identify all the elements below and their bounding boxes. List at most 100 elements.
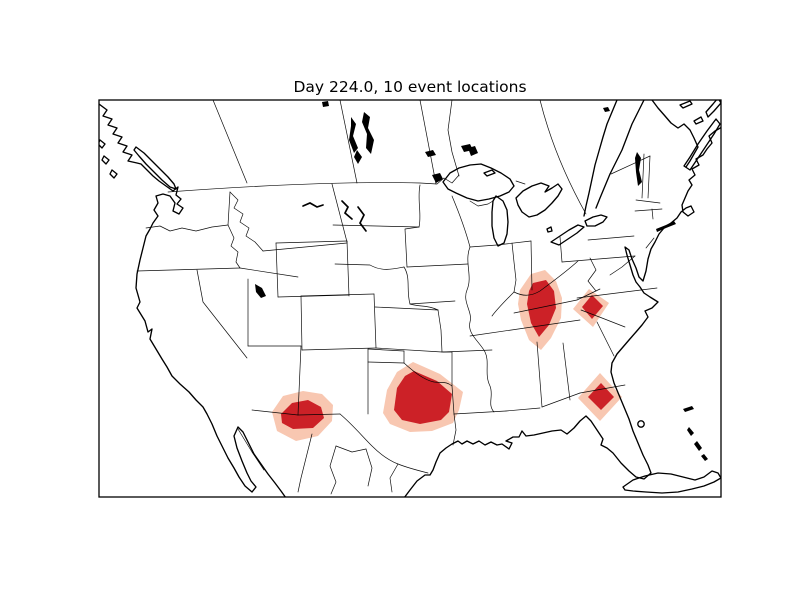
small-lakes-layer-shape [354, 150, 362, 164]
coastline-layer-shape [483, 169, 496, 177]
state-borders-layer-shape [559, 236, 563, 263]
state-borders-layer-shape [469, 244, 498, 248]
small-lakes-layer-shape [432, 173, 443, 183]
state-borders-layer-shape [513, 299, 578, 314]
state-borders-layer-shape [339, 100, 358, 184]
chart-title: Day 224.0, 10 event locations [293, 78, 526, 96]
state-borders-layer-shape [227, 191, 231, 226]
coastline-layer-shape [403, 126, 721, 497]
coastline-layer-shape [651, 100, 699, 168]
small-lakes-layer-shape [362, 112, 374, 154]
state-borders-layer-shape [297, 433, 313, 493]
coastline-layer-shape [515, 182, 563, 218]
state-borders-layer-shape [587, 257, 597, 292]
state-borders-layer-shape [297, 413, 341, 416]
state-borders-layer-shape [239, 267, 299, 278]
state-borders-layer-shape [374, 306, 439, 311]
river-squiggles-layer-shape [341, 200, 353, 220]
map-frame [98, 99, 722, 498]
state-borders-layer [136, 100, 663, 495]
event-region-core [527, 280, 556, 337]
coastline-layer-shape [679, 100, 693, 109]
state-borders-layer-shape [647, 155, 651, 199]
river-squiggles-layer [302, 200, 367, 232]
state-borders-layer-shape [373, 293, 377, 349]
state-borders-layer-shape [641, 153, 645, 199]
state-borders-layer-shape [403, 266, 411, 305]
state-borders-layer-shape [634, 208, 663, 212]
coastline-layer-shape [595, 100, 645, 209]
map-layers [99, 100, 721, 497]
event-region-core [582, 295, 603, 319]
coastline-layer-shape [583, 100, 618, 217]
state-borders-layer-shape [375, 347, 443, 353]
state-borders-layer-shape [300, 293, 375, 297]
state-borders-layer-shape [237, 428, 265, 471]
state-borders-layer-shape [262, 242, 348, 252]
state-borders-layer-shape [511, 242, 517, 293]
state-borders-layer-shape [145, 224, 229, 232]
state-borders-layer-shape [300, 295, 303, 351]
state-borders-layer-shape [452, 413, 457, 446]
state-borders-layer-shape [404, 226, 420, 268]
state-borders-layer-shape [406, 263, 469, 268]
state-borders-layer-shape [587, 235, 635, 241]
state-borders-layer-shape [418, 184, 421, 228]
state-borders-layer-shape [339, 413, 429, 474]
state-borders-layer-shape [635, 199, 661, 204]
coastline-layer-shape [101, 155, 110, 165]
small-lakes-layer-shape [603, 107, 610, 112]
state-borders-layer-shape [465, 246, 495, 413]
state-borders-layer-shape [451, 351, 455, 415]
state-borders-layer-shape [596, 321, 615, 357]
state-borders-layer-shape [331, 183, 348, 243]
state-borders-layer-shape [346, 240, 350, 297]
state-borders-layer-shape [579, 384, 626, 394]
coastline-layer-shape [705, 100, 721, 118]
small-lakes-layer-shape [255, 284, 266, 298]
state-borders-layer-shape [453, 410, 507, 415]
state-borders-layer-shape [332, 224, 420, 228]
state-borders-layer-shape [442, 349, 493, 353]
coastline-layer-shape [637, 420, 645, 428]
event-region-core [394, 371, 452, 424]
state-borders-layer-shape [301, 347, 377, 351]
state-borders-layer-shape [451, 195, 471, 248]
small-lakes-layer-shape [461, 144, 473, 152]
state-borders-layer-shape [212, 100, 248, 184]
state-borders-layer-shape [136, 267, 241, 272]
state-borders-layer-shape [536, 341, 543, 408]
river-squiggles-layer-shape [302, 202, 324, 208]
state-borders-layer-shape [335, 445, 367, 453]
coastline-layer-shape [109, 169, 118, 179]
coastline-layer-shape [683, 118, 721, 171]
state-borders-layer-shape [409, 303, 439, 311]
state-borders-layer-shape [610, 155, 651, 175]
state-borders-layer-shape [167, 174, 460, 193]
state-borders-layer-shape [409, 300, 456, 305]
state-borders-layer-shape [367, 348, 405, 352]
coastline-layer-shape [622, 470, 721, 494]
small-lakes-layer-shape [683, 406, 694, 412]
coastline-layer-shape [133, 146, 177, 190]
state-borders-layer-shape [227, 224, 241, 269]
state-borders-layer-shape [275, 240, 348, 244]
state-borders-layer-shape [469, 319, 581, 337]
state-borders-layer-shape [367, 361, 405, 364]
state-borders-layer-shape [419, 100, 437, 185]
coastline-layer-shape [584, 214, 608, 227]
state-borders-layer-shape [229, 191, 264, 252]
state-borders-layer-shape [491, 291, 515, 317]
state-borders-layer-shape [651, 208, 654, 220]
small-lakes-layer-shape [694, 441, 702, 451]
state-borders-layer-shape [251, 409, 299, 416]
coastline-layer-shape [550, 224, 585, 246]
state-borders-layer-shape [275, 242, 279, 298]
small-lakes-layer-shape [322, 101, 329, 107]
state-borders-layer-shape [541, 392, 581, 408]
state-borders-layer-shape [562, 342, 571, 401]
state-borders-layer-shape [561, 255, 636, 263]
state-borders-layer-shape [645, 237, 655, 249]
river-squiggles-layer-shape [357, 206, 367, 232]
